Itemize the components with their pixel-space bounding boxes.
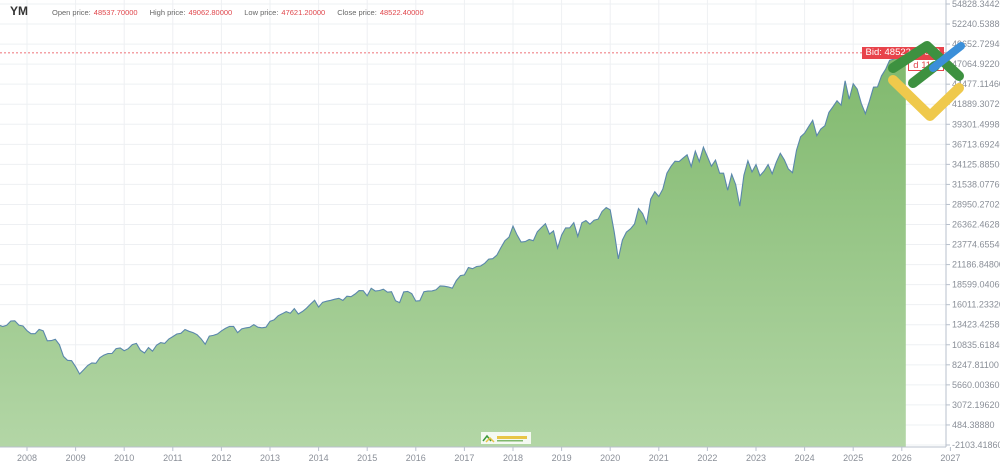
x-tick-label: 2020 <box>600 453 620 463</box>
y-tick-label: 28950.27020 <box>952 199 1000 209</box>
price-line <box>0 49 907 375</box>
x-tick-label: 2010 <box>114 453 134 463</box>
x-tick-label: 2015 <box>357 453 377 463</box>
close-label: Close price: <box>337 8 377 17</box>
x-tick-label: 2016 <box>406 453 426 463</box>
y-tick-label: 5660.00360 <box>952 380 1000 390</box>
x-tick-label: 2013 <box>260 453 280 463</box>
y-tick-label: 16011.23320 <box>952 300 1000 310</box>
x-tick-label: 2022 <box>697 453 717 463</box>
x-tick-label: 2011 <box>163 453 182 463</box>
x-tick-label: 2008 <box>17 453 37 463</box>
litefinance-logo <box>888 41 965 121</box>
y-tick-label: 484.38880 <box>952 420 995 430</box>
y-tick-label: -2103.41860 <box>952 440 1000 450</box>
x-tick-label: 2017 <box>454 453 474 463</box>
watermark-logo <box>481 432 531 444</box>
y-tick-label: 26362.46280 <box>952 220 1000 230</box>
ohlc-header: YM Open price: 48537.70000 High price: 490… <box>10 4 424 18</box>
y-tick-label: 41889.30720 <box>952 99 1000 109</box>
y-tick-label: 21186.84800 <box>952 260 1000 270</box>
y-tick-label: 52240.53880 <box>952 19 1000 29</box>
high-value: 49062.80000 <box>188 8 233 17</box>
price-area <box>0 50 906 447</box>
x-tick-label: 2012 <box>211 453 231 463</box>
x-tick-label: 2027 <box>940 453 960 463</box>
x-tick-label: 2018 <box>503 453 523 463</box>
close-value: 48522.40000 <box>379 8 424 17</box>
y-tick-label: 49652.72940 <box>952 39 1000 49</box>
y-tick-label: 31538.07760 <box>952 179 1000 189</box>
x-axis-ticks: 2008 2009 2010 2011 2012 2013 2014 2015 2016 2017… <box>17 447 960 463</box>
x-tick-label: 2009 <box>66 453 86 463</box>
y-tick-label: 13423.42580 <box>952 320 1000 330</box>
open-value: 48537.70000 <box>93 8 138 17</box>
x-tick-label: 2019 <box>552 453 572 463</box>
x-tick-label: 2021 <box>649 453 669 463</box>
y-tick-label: 34125.88500 <box>952 159 1000 169</box>
open-label: Open price: <box>52 8 91 17</box>
x-tick-label: 2024 <box>795 453 815 463</box>
y-tick-label: 36713.69240 <box>952 139 1000 149</box>
low-value: 47621.20000 <box>281 8 326 17</box>
y-tick-label: 39301.49980 <box>952 119 1000 129</box>
high-label: High price: <box>149 8 186 17</box>
x-tick-label: 2025 <box>843 453 863 463</box>
y-tick-label: 23774.65540 <box>952 240 1000 250</box>
y-tick-label: 10835.61840 <box>952 340 1000 350</box>
low-label: Low price: <box>244 8 279 17</box>
symbol: YM <box>10 4 28 18</box>
y-tick-label: 18599.04060 <box>952 280 1000 290</box>
y-tick-label: 44477.11460 <box>952 79 1000 89</box>
y-tick-label: 47064.92200 <box>952 59 1000 69</box>
y-axis-ticks: 54828.34420 52240.53880 49652.72940 47064.9… <box>946 0 1000 450</box>
x-tick-label: 2014 <box>309 453 329 463</box>
y-tick-label: 8247.81100 <box>952 360 999 370</box>
x-tick-label: 2026 <box>892 453 912 463</box>
y-tick-label: 3072.19620 <box>952 400 1000 410</box>
y-tick-label: 54828.34420 <box>952 0 1000 9</box>
x-tick-label: 2023 <box>746 453 766 463</box>
